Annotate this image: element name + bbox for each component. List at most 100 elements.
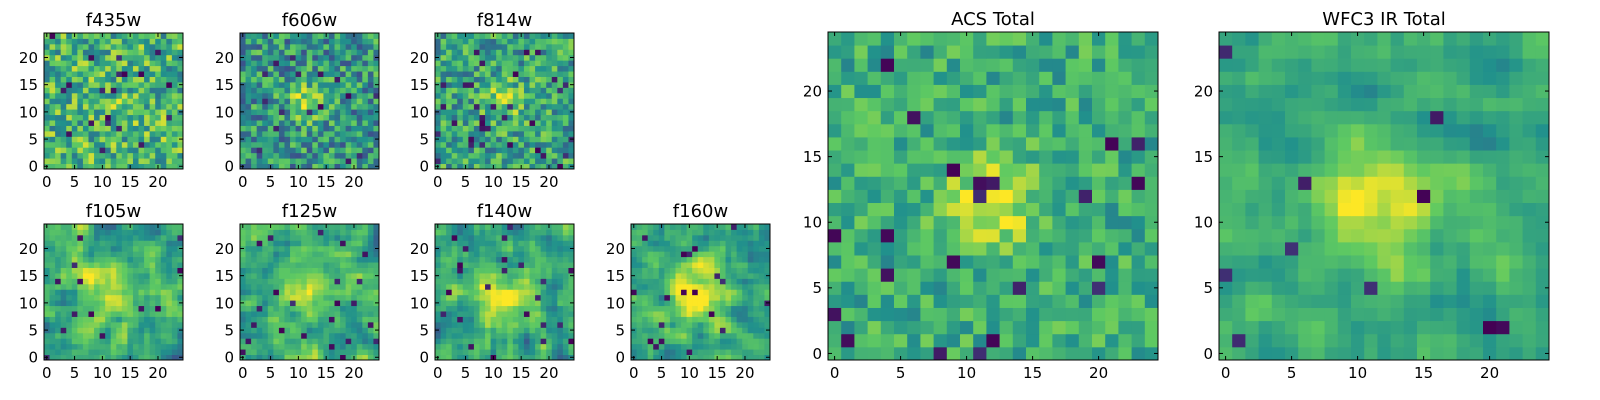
heatmap-cell (714, 245, 721, 252)
heatmap-cell (267, 283, 274, 290)
heatmap-cell (251, 81, 258, 88)
heatmap-cell (1105, 281, 1119, 295)
heatmap-cell (1131, 241, 1146, 256)
heatmap-cell (44, 49, 51, 56)
heatmap-cell (496, 316, 503, 323)
heatmap-cell (88, 311, 95, 317)
heatmap-cell (485, 87, 492, 94)
heatmap-cell (94, 125, 101, 132)
heatmap-cell (1012, 268, 1027, 282)
heatmap-cell (468, 332, 475, 339)
heatmap-cell (121, 152, 128, 159)
heatmap-cell (323, 125, 330, 132)
heatmap-cell (681, 262, 688, 268)
heatmap-cell (356, 305, 363, 312)
heatmap-cell (747, 343, 754, 350)
heatmap-cell (99, 262, 106, 268)
heatmap-cell (636, 343, 643, 350)
heatmap-cell (82, 321, 89, 328)
heatmap-cell (262, 300, 269, 307)
heatmap-cell (653, 338, 660, 345)
heatmap-cell (1026, 228, 1040, 243)
heatmap-cell (540, 158, 547, 165)
heatmap-cell (440, 54, 447, 61)
heatmap-cell (451, 38, 458, 45)
heatmap-cell (295, 278, 302, 285)
heatmap-cell (312, 125, 319, 132)
heatmap-cell (1131, 215, 1146, 230)
heatmap-cell (116, 245, 123, 252)
heatmap-cell (714, 251, 721, 258)
heatmap-cell (290, 38, 297, 45)
heatmap-cell (88, 278, 95, 285)
heatmap-cell (451, 103, 458, 110)
heatmap-cell (155, 240, 162, 247)
heatmap-cell (262, 163, 269, 170)
heatmap-cell (1092, 215, 1106, 230)
heatmap-cell (540, 120, 547, 126)
heatmap-cell (960, 228, 974, 243)
heatmap-cell (171, 43, 178, 50)
heatmap-cell (317, 81, 324, 88)
heatmap-cell (127, 316, 134, 323)
heatmap-cell (99, 338, 106, 345)
heatmap-cell (568, 43, 575, 50)
heatmap-cell (540, 163, 547, 170)
heatmap-cell (82, 141, 89, 148)
heatmap-cell (501, 60, 508, 67)
heatmap-cell (546, 98, 553, 105)
heatmap-cell (49, 338, 56, 345)
heatmap-cell (742, 332, 749, 339)
heatmap-cell (171, 136, 178, 143)
heatmap-cell (540, 33, 547, 39)
heatmap-cell (568, 289, 575, 296)
heatmap-cell (479, 305, 486, 312)
heatmap-cell (697, 245, 704, 252)
heatmap-cell (245, 98, 252, 105)
heatmap-cell (841, 333, 855, 348)
heatmap-cell (540, 251, 547, 258)
heatmap-cell (731, 311, 738, 317)
heatmap-cell (278, 354, 285, 361)
heatmap-cell (284, 76, 291, 83)
heatmap-cell (1131, 294, 1146, 308)
heatmap-cell (177, 103, 184, 110)
heatmap-cell (284, 283, 291, 290)
heatmap-cell (529, 278, 536, 285)
heatmap-cell (362, 294, 369, 301)
heatmap-cell (507, 354, 514, 361)
heatmap-cell (66, 54, 73, 61)
heatmap-cell (373, 278, 380, 285)
heatmap-cell (501, 120, 508, 126)
heatmap-cell (714, 262, 721, 268)
heatmap-cell (105, 81, 112, 88)
heatmap-cell (446, 305, 453, 312)
heatmap-cell (44, 294, 51, 301)
heatmap-cell (60, 147, 67, 154)
heatmap-cell (71, 54, 78, 61)
heatmap-cell (446, 98, 453, 105)
heatmap-cell (273, 256, 280, 263)
heatmap-cell (356, 343, 363, 350)
heatmap-cell (351, 136, 358, 143)
heatmap-cell (501, 289, 508, 296)
heatmap-cell (251, 158, 258, 165)
heatmap-cell (562, 103, 569, 110)
heatmap-cell (367, 229, 374, 236)
heatmap-cell (523, 152, 530, 159)
heatmap-cell (323, 141, 330, 148)
heatmap-cell (664, 267, 671, 274)
heatmap-cell (479, 81, 486, 88)
heatmap-cell (144, 234, 151, 241)
heatmap-cell (736, 256, 743, 263)
heatmap-cell (138, 158, 145, 165)
heatmap-cell (356, 251, 363, 258)
heatmap-cell (149, 305, 156, 312)
heatmap-cell (507, 229, 514, 236)
heatmap-cell (669, 283, 676, 290)
heatmap-cell (880, 346, 895, 361)
heatmap-cell (49, 311, 56, 317)
heatmap-cell (155, 245, 162, 252)
heatmap-cell (631, 256, 638, 263)
